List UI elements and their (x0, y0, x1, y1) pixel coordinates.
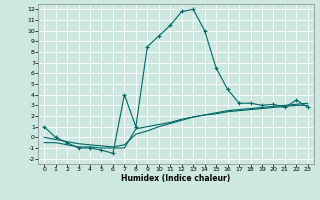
X-axis label: Humidex (Indice chaleur): Humidex (Indice chaleur) (121, 174, 231, 183)
